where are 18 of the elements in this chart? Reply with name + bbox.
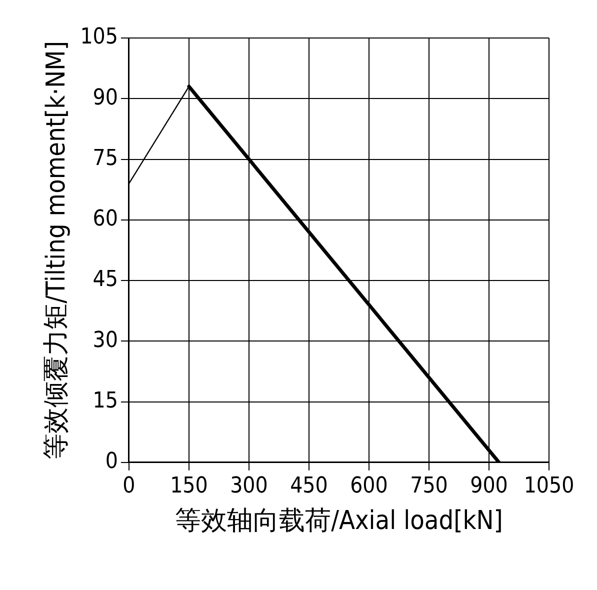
y-tick-label: 0 xyxy=(105,449,118,474)
y-tick-label: 75 xyxy=(92,146,118,171)
y-tick-label: 45 xyxy=(92,267,118,292)
y-axis-title: 等效倾覆力矩/Tilting moment[k·NM] xyxy=(41,41,72,460)
y-tick-label: 60 xyxy=(92,206,118,232)
y-tick-label: 90 xyxy=(92,85,118,110)
x-tick-label: 600 xyxy=(350,473,388,498)
y-tick-label: 105 xyxy=(80,24,118,50)
x-tick-label: 900 xyxy=(470,473,508,498)
x-tick-label: 450 xyxy=(290,473,328,498)
y-tick-label: 30 xyxy=(92,328,118,353)
x-tick-label: 150 xyxy=(170,473,208,498)
x-tick-label: 0 xyxy=(122,473,136,498)
y-tick-label: 15 xyxy=(92,388,118,414)
x-tick-label: 1050 xyxy=(524,473,574,498)
x-axis-title: 等效轴向载荷/Axial load[kN] xyxy=(175,506,503,536)
x-tick-label: 300 xyxy=(230,473,268,498)
x-tick-label: 750 xyxy=(410,473,448,498)
